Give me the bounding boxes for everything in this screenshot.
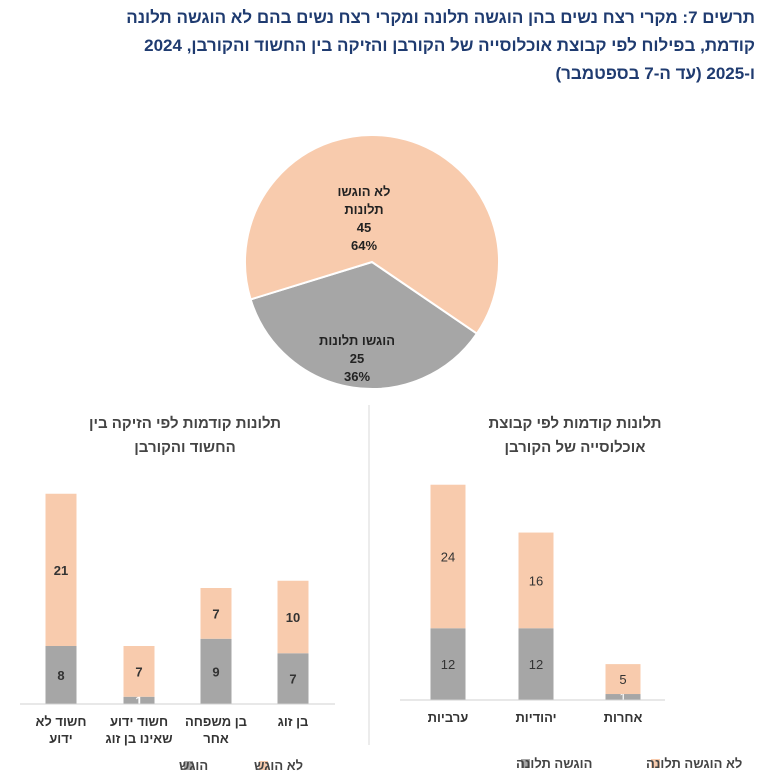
- bar-segment: [45, 493, 77, 646]
- legend-label: הוגשה תלונה: [516, 756, 592, 771]
- bar-data-label: 9: [212, 664, 219, 679]
- pie-data-label: 64%: [351, 238, 377, 253]
- legend-label: הוגש: [179, 758, 208, 773]
- category-label: יהודיות: [515, 710, 556, 725]
- pie-data-label: 25: [350, 351, 364, 366]
- bar-segment: [605, 664, 641, 695]
- bar-segment: [430, 484, 466, 629]
- pie-data-label: 36%: [344, 369, 370, 384]
- category-label: ידוע: [49, 731, 72, 746]
- bar-data-label: 12: [441, 657, 455, 672]
- category-label: אחרות: [604, 710, 643, 725]
- bar-data-label: 12: [529, 657, 543, 672]
- bar-data-label: 24: [441, 549, 455, 564]
- bar-segment: [123, 646, 155, 697]
- legend-swatch: [651, 759, 660, 768]
- legend-swatch: [184, 761, 193, 770]
- bar-data-label: 7: [212, 606, 219, 621]
- left-chart-title-line: החשוד והקורבן: [134, 439, 236, 456]
- bar-segment: [277, 653, 309, 704]
- bar-segment: [45, 646, 77, 704]
- legend-label: לא הוגש: [254, 758, 303, 773]
- pie-data-label: 45: [357, 220, 371, 235]
- bar-data-label: 7: [135, 664, 142, 679]
- chart-title: תרשים 7: מקרי רצח נשים בהן הוגשה תלונה ו…: [10, 4, 755, 88]
- category-label: אחר: [203, 731, 229, 746]
- pie-slice: [244, 134, 500, 335]
- bar-segment: [605, 694, 641, 700]
- legend-swatch: [521, 759, 530, 768]
- left-chart-title: תלונות קודמות לפי הזיקה בין החשוד והקורב…: [40, 412, 330, 460]
- bar-data-label: 8: [57, 668, 64, 683]
- bar-data-label: 7: [289, 672, 296, 687]
- category-label: חשוד לא: [36, 714, 87, 729]
- right-chart-title-line: תלונות קודמות לפי קבוצת: [488, 415, 662, 432]
- category-label: בן זוג: [278, 714, 309, 729]
- right-chart-title-line: אוכלוסייה של הקורבן: [504, 439, 646, 456]
- legend-label: לא הוגשה תלונה: [646, 756, 742, 771]
- bar-segment: [518, 532, 554, 629]
- bar-data-label: 16: [529, 573, 543, 588]
- bar-segment: [430, 628, 466, 700]
- category-label: חשוד ידוע: [110, 714, 168, 729]
- bar-segment: [123, 696, 155, 704]
- bar-segment: [200, 638, 232, 704]
- pie-slice-label: תלונות: [344, 202, 383, 217]
- pie-slice: [249, 260, 479, 390]
- pie-slice-label: הוגשו תלונות: [319, 333, 395, 348]
- title-line: תרשים 7: מקרי רצח נשים בהן הוגשה תלונה ו…: [126, 8, 755, 27]
- legend-swatch: [259, 761, 268, 770]
- title-line: ו-2025 (עד ה-7 בספטמבר): [555, 64, 755, 83]
- pie-slice-label: לא הוגשו: [338, 184, 391, 199]
- bar-segment: [277, 580, 309, 654]
- category-label: שאינו בן זוג: [105, 731, 172, 746]
- bar-segment: [518, 628, 554, 700]
- bar-data-label: 1: [619, 690, 626, 705]
- left-chart-title-line: תלונות קודמות לפי הזיקה בין: [88, 415, 282, 432]
- category-label: בן משפחה: [185, 714, 247, 729]
- bar-data-label: 10: [286, 610, 300, 625]
- category-label: ערביות: [428, 710, 469, 725]
- title-line: קודמת, בפילוח לפי קבוצת אוכלוסייה של הקו…: [144, 36, 755, 55]
- bar-segment: [200, 588, 232, 639]
- bar-data-label: 5: [619, 672, 626, 687]
- bar-data-label: 21: [54, 563, 68, 578]
- bar-data-label: 1: [135, 693, 142, 708]
- right-chart-title: תלונות קודמות לפי קבוצת אוכלוסייה של הקו…: [440, 412, 710, 460]
